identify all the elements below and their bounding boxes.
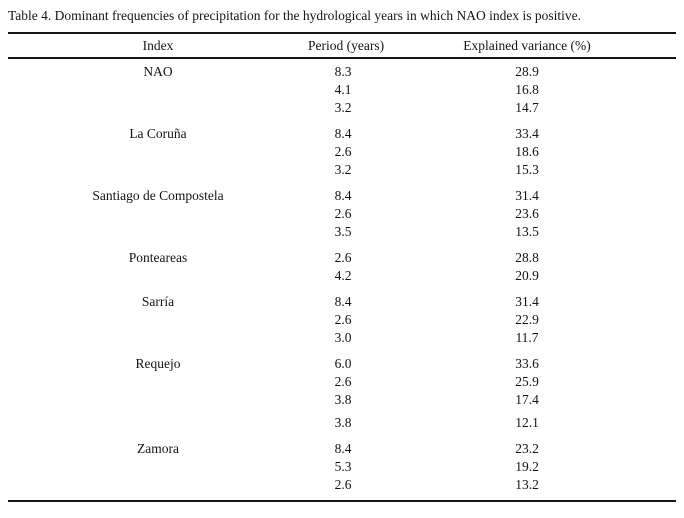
index-cell (8, 414, 308, 432)
period-cell: 3.5 (334, 224, 352, 239)
table-group-zamora: Zamora 8.4 23.2 5.3 19.2 2.6 13.2 (8, 440, 676, 494)
period-cell: 2.6 (334, 250, 352, 265)
table-row: 3.2 15.3 (8, 161, 676, 179)
index-cell (8, 329, 308, 347)
variance-cell: 31.4 (515, 294, 539, 309)
variance-cell: 13.5 (515, 224, 539, 239)
table-row: Santiago de Compostela 8.4 31.4 (8, 187, 676, 205)
variance-cell: 31.4 (515, 188, 539, 203)
period-cell: 2.6 (334, 144, 352, 159)
period-cell: 3.8 (334, 392, 352, 407)
table-row: 2.6 23.6 (8, 205, 676, 223)
table-row: 3.5 13.5 (8, 223, 676, 241)
index-cell: Ponteareas (128, 250, 188, 265)
table-row: 3.0 11.7 (8, 329, 676, 347)
period-cell: 6.0 (334, 356, 352, 371)
variance-cell: 12.1 (515, 415, 539, 430)
period-cell: 2.6 (334, 477, 352, 492)
table-row: Sarría 8.4 31.4 (8, 293, 676, 311)
column-header-period: Period (years) (308, 38, 385, 53)
index-cell (8, 391, 308, 409)
period-cell: 3.2 (334, 100, 352, 115)
table-row: NAO 8.3 28.9 (8, 63, 676, 81)
table-row: Ponteareas 2.6 28.8 (8, 249, 676, 267)
variance-cell: 33.6 (515, 356, 539, 371)
period-cell: 8.3 (334, 64, 352, 79)
table-group-santiago: Santiago de Compostela 8.4 31.4 2.6 23.6… (8, 187, 676, 241)
index-cell (8, 267, 308, 285)
table-figure: Table 4. Dominant frequencies of precipi… (8, 0, 676, 502)
variance-cell: 22.9 (515, 312, 539, 327)
table-caption: Table 4. Dominant frequencies of precipi… (8, 8, 582, 23)
variance-cell: 17.4 (515, 392, 539, 407)
variance-cell: 28.9 (515, 64, 539, 79)
period-cell: 3.2 (334, 162, 352, 177)
table-row: 3.8 12.1 (8, 414, 676, 432)
variance-cell: 20.9 (515, 268, 539, 283)
period-cell: 3.0 (334, 330, 352, 345)
table-row: 2.6 13.2 (8, 476, 676, 494)
variance-cell: 18.6 (515, 144, 539, 159)
index-cell (8, 99, 308, 117)
variance-cell: 11.7 (515, 330, 539, 345)
variance-cell: 16.8 (515, 82, 539, 97)
variance-cell: 14.7 (515, 100, 539, 115)
index-cell: Sarría (141, 294, 175, 309)
table-group-requejo: Requejo 6.0 33.6 2.6 25.9 3.8 17.4 3.8 (8, 355, 676, 432)
period-cell: 2.6 (334, 374, 352, 389)
table-group-sarria: Sarría 8.4 31.4 2.6 22.9 3.0 11.7 (8, 293, 676, 347)
variance-cell: 13.2 (515, 477, 539, 492)
index-cell (8, 223, 308, 241)
period-cell: 8.4 (334, 294, 352, 309)
table-row: 2.6 25.9 (8, 373, 676, 391)
column-header-variance: Explained variance (%) (463, 38, 591, 53)
period-cell: 8.4 (334, 126, 352, 141)
index-cell: NAO (143, 64, 173, 79)
index-cell: Zamora (137, 441, 179, 456)
index-cell (8, 311, 308, 329)
period-cell: 8.4 (334, 441, 352, 456)
variance-cell: 33.4 (515, 126, 539, 141)
period-cell: 2.6 (334, 206, 352, 221)
table-row: La Coruña 8.4 33.4 (8, 125, 676, 143)
table-row: 5.3 19.2 (8, 458, 676, 476)
period-cell: 2.6 (334, 312, 352, 327)
table-row: Zamora 8.4 23.2 (8, 440, 676, 458)
table-header-row: Index Period (years) Explained variance … (8, 34, 676, 59)
variance-cell: 23.2 (515, 441, 539, 456)
index-cell: Requejo (135, 356, 181, 371)
period-cell: 3.8 (334, 415, 352, 430)
index-cell (8, 373, 308, 391)
period-cell: 8.4 (334, 188, 352, 203)
table-row: Requejo 6.0 33.6 (8, 355, 676, 373)
period-cell: 4.1 (334, 82, 352, 97)
index-cell: Santiago de Compostela (92, 188, 224, 203)
period-cell: 5.3 (334, 459, 352, 474)
table-row: 4.1 16.8 (8, 81, 676, 99)
index-cell (8, 205, 308, 223)
index-cell (8, 143, 308, 161)
table-row: 4.2 20.9 (8, 267, 676, 285)
index-cell (8, 161, 308, 179)
index-cell: La Coruña (129, 126, 187, 141)
data-table: Index Period (years) Explained variance … (8, 32, 676, 502)
index-cell (8, 476, 308, 494)
table-row: 2.6 18.6 (8, 143, 676, 161)
table-body: NAO 8.3 28.9 4.1 16.8 3.2 14.7 La Coruñ (8, 59, 676, 502)
table-row: 3.2 14.7 (8, 99, 676, 117)
variance-cell: 23.6 (515, 206, 539, 221)
table-group-nao: NAO 8.3 28.9 4.1 16.8 3.2 14.7 (8, 63, 676, 117)
column-header-index: Index (142, 38, 174, 53)
table-group-ponteareas: Ponteareas 2.6 28.8 4.2 20.9 (8, 249, 676, 285)
period-cell: 4.2 (334, 268, 352, 283)
index-cell (8, 81, 308, 99)
variance-cell: 19.2 (515, 459, 539, 474)
table-group-la-coruna: La Coruña 8.4 33.4 2.6 18.6 3.2 15.3 (8, 125, 676, 179)
variance-cell: 25.9 (515, 374, 539, 389)
table-row: 2.6 22.9 (8, 311, 676, 329)
variance-cell: 28.8 (515, 250, 539, 265)
index-cell (8, 458, 308, 476)
variance-cell: 15.3 (515, 162, 539, 177)
table-row: 3.8 17.4 (8, 391, 676, 409)
